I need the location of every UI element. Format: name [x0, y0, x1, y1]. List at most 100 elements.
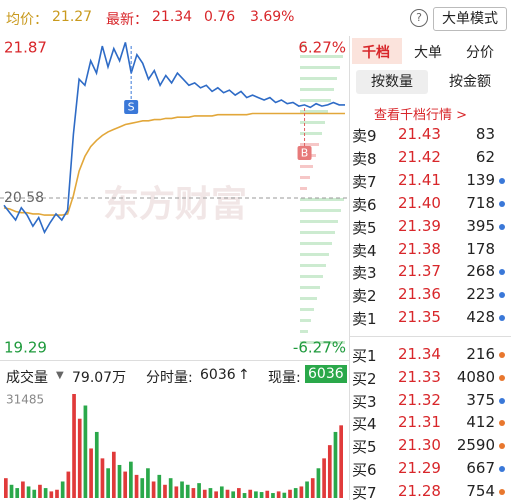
volume-bar — [38, 484, 42, 498]
book-price: 21.42 — [398, 147, 441, 166]
dropdown-arrow[interactable]: ▼ — [56, 370, 64, 381]
volume-bar — [106, 468, 110, 498]
tab[interactable]: 千档 — [362, 45, 390, 61]
help-icon[interactable]: ? — [410, 9, 428, 27]
book-price: 21.40 — [398, 193, 441, 212]
book-dot — [499, 223, 505, 230]
volume-bar — [129, 461, 133, 498]
book-qty: 139 — [466, 170, 495, 189]
book-qty: 667 — [466, 459, 495, 477]
price-chart: 东方财富 20.58 21.87 19.29 6.27% -6.27% S B — [0, 36, 349, 360]
book-qty: 395 — [466, 216, 495, 235]
high-pct: 6.27% — [298, 39, 346, 57]
volume-bar — [55, 489, 59, 498]
volume-bar — [4, 478, 8, 498]
price-line — [3, 42, 345, 235]
book-price: 21.29 — [398, 459, 441, 477]
book-dot — [499, 420, 505, 427]
volume-profile-bar — [300, 121, 325, 124]
volume-profile-bar — [300, 297, 317, 300]
volume-header: 成交量 ▼ 79.07万 分时量: 6036 ↑ 现量: 6036 — [0, 360, 349, 389]
book-qty: 718 — [466, 193, 495, 212]
volume-bar — [288, 489, 292, 498]
volume-bar — [225, 489, 230, 498]
volume-bar — [276, 491, 281, 498]
volume-bar — [123, 471, 128, 498]
volume-profile-bar — [300, 231, 335, 234]
tick-arrow: ↑ — [238, 367, 250, 383]
volume-profile-bar — [300, 143, 319, 146]
volume-label: 成交量 — [6, 370, 48, 386]
volume-bar — [219, 486, 224, 498]
book-separator — [350, 336, 511, 337]
book-label: 买5 — [352, 438, 377, 457]
volume-bar — [100, 458, 105, 498]
volume-bar — [60, 481, 65, 498]
book-qty: 412 — [466, 413, 495, 432]
volume-profile-bar — [300, 66, 340, 69]
volume-bar — [43, 488, 48, 498]
book-dot — [499, 292, 505, 299]
volume-bar — [282, 492, 287, 498]
last-label: 最新： — [106, 12, 148, 28]
button-active[interactable]: 按数量 — [356, 70, 428, 94]
book-price: 21.28 — [398, 481, 441, 500]
book-label: 买4 — [352, 415, 377, 434]
low-pct: -6.27% — [293, 339, 346, 357]
volume-bar — [299, 486, 304, 498]
volume-bar — [77, 418, 82, 498]
book-label: 买3 — [352, 392, 377, 411]
volume-bar — [32, 489, 37, 498]
book-label: 卖4 — [352, 241, 377, 260]
book-dot — [499, 200, 505, 207]
volume-bar — [327, 445, 332, 498]
volume-profile-bar — [300, 132, 322, 135]
volume-profile-bar — [300, 198, 344, 201]
volume-profile-bar — [300, 176, 310, 179]
book-price: 21.43 — [398, 125, 441, 143]
volume-bar — [231, 491, 236, 498]
depth-link[interactable]: 查看千档行情 > — [374, 108, 468, 123]
volume-chart: 31485 — [4, 393, 343, 498]
button[interactable]: 按金额 — [449, 74, 491, 90]
volume-bar — [157, 474, 162, 498]
current-label: 现量: — [268, 370, 301, 386]
volume-bar — [66, 471, 71, 498]
volume-bar — [134, 474, 139, 498]
volume-bar — [237, 488, 241, 498]
volume-profile-bar — [300, 165, 313, 168]
book-label: 卖1 — [352, 310, 377, 329]
book-dot — [499, 443, 505, 450]
volume-bar — [271, 493, 275, 498]
volume-bar — [265, 490, 270, 498]
book-qty: 216 — [466, 345, 495, 363]
book-label: 卖8 — [352, 149, 377, 168]
book-dot — [499, 269, 505, 276]
mode-button[interactable]: 大单模式 — [433, 7, 507, 31]
volume-bar — [180, 481, 184, 498]
volume-bar — [259, 492, 264, 498]
volume-bar — [202, 489, 207, 498]
volume-max: 31485 — [6, 393, 44, 407]
volume-profile-bar — [300, 55, 343, 58]
volume-bar — [322, 458, 326, 498]
book-dot — [499, 466, 505, 472]
buy-marker: B — [301, 147, 309, 160]
book-qty: 428 — [466, 308, 495, 327]
book-price: 21.35 — [398, 308, 441, 327]
avg-value: 21.27 — [52, 9, 93, 25]
book-price: 21.34 — [398, 345, 441, 363]
sell-marker-box — [124, 100, 139, 114]
volume-bar — [15, 488, 20, 498]
volume-bar — [174, 486, 179, 498]
change-pct: 3.69% — [250, 9, 295, 25]
tab[interactable]: 分价 — [466, 45, 494, 61]
tab[interactable]: 大单 — [414, 45, 442, 61]
book-dot — [499, 177, 505, 184]
volume-bar — [140, 478, 145, 498]
volume-bar — [293, 488, 298, 498]
last-value: 21.34 — [152, 9, 193, 25]
volume-profile-bar — [300, 99, 331, 102]
volume-bar — [26, 486, 31, 498]
book-qty: 754 — [466, 481, 495, 500]
